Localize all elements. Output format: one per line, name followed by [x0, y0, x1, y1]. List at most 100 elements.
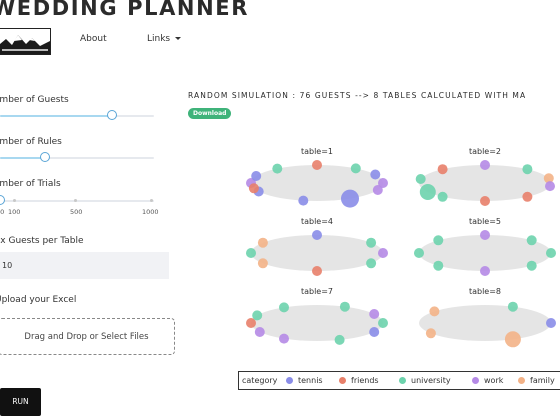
guest-dot-university[interactable] — [272, 163, 283, 174]
guest-dot-university[interactable] — [350, 163, 361, 174]
nav-links-label: Links — [147, 34, 171, 44]
table-label: table=8 — [469, 287, 501, 296]
guest-dot-family[interactable] — [543, 173, 554, 184]
guest-dot-friends[interactable] — [248, 183, 259, 194]
table-label: table=4 — [301, 217, 333, 226]
guest-dot-work[interactable] — [372, 185, 383, 195]
guest-dot-work[interactable] — [378, 178, 388, 188]
guest-dot-family[interactable] — [425, 328, 436, 339]
legend-dot-university — [399, 377, 406, 384]
guest-dot-university[interactable] — [246, 248, 256, 258]
legend-item-family[interactable]: family — [518, 376, 555, 385]
guest-dot-family[interactable] — [257, 258, 268, 269]
guest-dot-work[interactable] — [480, 266, 490, 276]
table-group: table=4 — [246, 217, 388, 276]
table-shape — [251, 235, 383, 271]
guest-dot-university[interactable] — [415, 174, 426, 184]
legend-dot-work — [472, 377, 479, 384]
nav-links[interactable]: Links — [147, 34, 181, 44]
legend-item-tennis[interactable]: tennis — [286, 376, 323, 385]
run-button[interactable]: RUN — [0, 388, 41, 416]
logo[interactable] — [0, 28, 51, 55]
guests-label: Number of Guests — [0, 95, 69, 105]
trials-tick-label: 100 — [8, 208, 21, 216]
guest-dot-friends[interactable] — [312, 160, 322, 170]
guest-dot-work[interactable] — [279, 333, 289, 344]
legend-label: tennis — [298, 376, 323, 385]
table-shape — [419, 165, 551, 201]
legend-label: university — [411, 376, 451, 385]
guest-dot-tennis[interactable] — [341, 189, 359, 208]
max-guests-input[interactable]: 10 — [0, 252, 169, 279]
guest-dot-university[interactable] — [414, 248, 424, 258]
table-label: table=1 — [301, 147, 333, 156]
guest-dot-friends[interactable] — [480, 196, 490, 206]
table-group: table=7 — [246, 287, 388, 345]
guest-dot-university[interactable] — [252, 310, 263, 321]
trials-tick-mark — [150, 199, 153, 202]
guest-dot-friends[interactable] — [522, 191, 533, 202]
guest-dot-work[interactable] — [480, 230, 490, 240]
guest-dot-university[interactable] — [366, 237, 377, 248]
guest-dot-university[interactable] — [546, 248, 556, 258]
guest-dot-friends[interactable] — [312, 266, 322, 276]
table-shape — [251, 165, 383, 201]
app-title: WEDDING PLANNER — [0, 0, 249, 20]
guest-dot-tennis[interactable] — [369, 327, 380, 337]
max-guests-label: Max Guests per Table — [0, 236, 84, 246]
guest-dot-university[interactable] — [366, 258, 377, 269]
legend: category tennis friends university work … — [238, 371, 560, 390]
table-shape — [251, 305, 383, 341]
legend-label: family — [530, 376, 555, 385]
guest-dot-work[interactable] — [545, 181, 555, 192]
caret-down-icon — [175, 37, 181, 40]
table-group: table=1 — [246, 147, 388, 208]
guest-dot-university[interactable] — [437, 191, 448, 202]
table-group: table=5 — [414, 217, 556, 276]
guest-dot-university[interactable] — [334, 334, 345, 345]
table-shape — [419, 235, 551, 271]
guest-dot-university[interactable] — [378, 318, 388, 328]
guest-dot-work[interactable] — [480, 160, 490, 170]
guest-dot-work[interactable] — [369, 309, 380, 319]
guest-dot-friends[interactable] — [246, 318, 256, 328]
guest-dot-friends[interactable] — [437, 164, 448, 175]
guest-dot-university[interactable] — [526, 235, 537, 246]
legend-label: friends — [351, 376, 379, 385]
guest-dot-university[interactable] — [279, 302, 289, 313]
guest-dot-family[interactable] — [429, 306, 440, 317]
legend-item-friends[interactable]: friends — [339, 376, 379, 385]
guest-dot-university[interactable] — [419, 184, 436, 200]
rules-label: Number of Rules — [0, 137, 62, 147]
legend-item-work[interactable]: work — [472, 376, 503, 385]
guest-dot-family[interactable] — [504, 331, 521, 348]
download-button[interactable]: Download — [188, 108, 232, 119]
guest-dot-university[interactable] — [507, 301, 518, 312]
guest-dot-work[interactable] — [254, 327, 265, 337]
guest-dot-tennis[interactable] — [370, 169, 381, 180]
guest-dot-tennis[interactable] — [298, 195, 309, 206]
nav-about[interactable]: About — [80, 34, 107, 44]
guest-dot-family[interactable] — [257, 237, 268, 248]
guest-dot-tennis[interactable] — [312, 230, 322, 240]
guests-slider-thumb[interactable] — [107, 110, 118, 120]
rules-slider-thumb[interactable] — [39, 152, 50, 162]
legend-dot-family — [518, 377, 525, 384]
guest-dot-university[interactable] — [339, 301, 350, 312]
guests-slider[interactable] — [0, 110, 154, 120]
legend-item-university[interactable]: university — [399, 376, 451, 385]
guest-dot-tennis[interactable] — [546, 318, 556, 328]
rules-slider[interactable] — [0, 152, 154, 162]
guest-dot-university[interactable] — [526, 260, 537, 271]
guest-dot-tennis[interactable] — [251, 171, 262, 181]
trials-tick-mark — [74, 199, 77, 202]
guests-slider-fill — [0, 115, 113, 117]
guest-dot-university[interactable] — [433, 260, 444, 271]
guest-dot-university[interactable] — [433, 235, 444, 246]
table-group: table=2 — [415, 147, 555, 206]
guest-dot-work[interactable] — [378, 248, 388, 258]
file-dropzone[interactable]: Drag and Drop or Select Files — [0, 318, 175, 355]
guest-dot-university[interactable] — [522, 164, 533, 175]
legend-title: category — [242, 376, 278, 385]
